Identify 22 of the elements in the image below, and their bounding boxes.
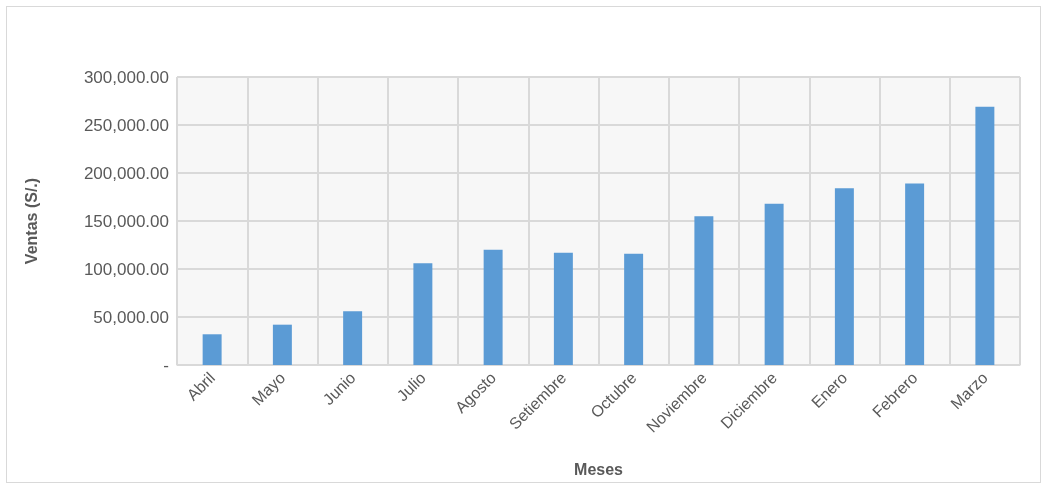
bar [483, 249, 503, 365]
bar [202, 334, 222, 365]
y-tick-label: 100,000.00 [83, 259, 169, 279]
bar [343, 311, 363, 365]
y-tick-label: 250,000.00 [83, 115, 169, 135]
y-tick-label: 50,000.00 [93, 307, 169, 327]
bar [272, 324, 292, 365]
x-axis-title: Meses [574, 460, 624, 478]
bar [694, 216, 714, 365]
y-tick-label: - [163, 355, 169, 375]
bar [905, 183, 925, 365]
y-tick-label: 150,000.00 [83, 211, 169, 231]
y-tick-label: 200,000.00 [83, 163, 169, 183]
bar [413, 263, 433, 365]
bar [834, 188, 854, 365]
bar [975, 106, 995, 365]
y-axis-title: Ventas (S/.) [22, 177, 40, 265]
x-tick-label: Julio [393, 368, 429, 405]
y-tick-label: 300,000.00 [83, 67, 169, 87]
bar [764, 203, 784, 365]
bar [553, 252, 573, 365]
bar [624, 253, 644, 365]
